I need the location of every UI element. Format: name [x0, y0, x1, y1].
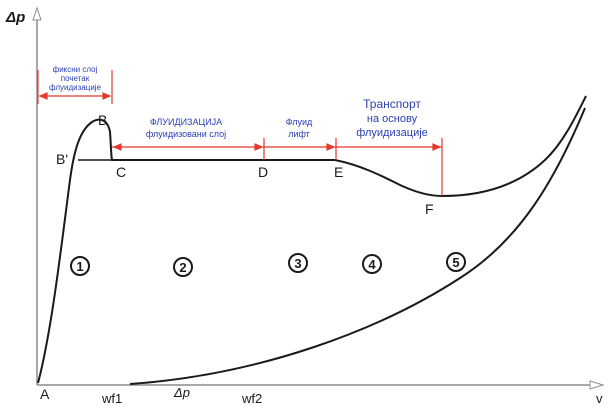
region-1-label-line1: фиксни слој: [53, 65, 98, 74]
region-markers: [37, 70, 443, 196]
region-number-4-text: 4: [368, 257, 376, 272]
region-3-arrowhead-right: [326, 143, 336, 151]
region-2-label-line1: ФЛУИДИЗАЦИЈА: [150, 117, 222, 127]
wf2-label: wf2: [241, 391, 262, 406]
region-4-label-line1: Транспорт: [363, 97, 421, 111]
region-1-label-line2: почетак: [61, 74, 90, 83]
region-number-3: 3: [288, 253, 308, 273]
y-axis-arrow: [32, 6, 42, 21]
region-3-label-line1: Флуид: [286, 117, 313, 127]
region-number-2-text: 2: [179, 260, 186, 275]
region-1-arrowhead-right: [102, 92, 112, 100]
minimum-fluidization-curve: [129, 107, 586, 385]
region-4-label-line3: флуидизације: [356, 127, 428, 139]
wf1-label: wf1: [101, 391, 122, 406]
y-axis-label: Δp: [5, 9, 25, 26]
region-number-3-text: 3: [294, 256, 301, 271]
point-e-label: E: [334, 164, 343, 180]
region-2-label-line2: флуидизовани слој: [146, 129, 226, 139]
region-4-label-line2: на основу: [367, 113, 418, 125]
dp-label: Δp: [173, 385, 190, 400]
region-4-arrowhead-right: [432, 143, 442, 151]
region-number-5-text: 5: [452, 255, 459, 270]
point-f-label: F: [425, 201, 434, 217]
region-3-label-line2: лифт: [288, 129, 310, 139]
region-2-arrowhead-right: [254, 143, 264, 151]
point-a-label: A: [40, 386, 50, 402]
x-axis-label: v: [596, 391, 603, 406]
region-number-1: 1: [70, 256, 90, 276]
region-number-4: 4: [362, 254, 382, 274]
axes: [32, 6, 605, 390]
point-d-label: D: [258, 164, 268, 180]
point-b-label: B: [98, 112, 107, 128]
region-number-5: 5: [446, 252, 466, 272]
point-b-prime-label: B': [56, 151, 68, 167]
region-1-label-line3: флуидизације: [49, 83, 102, 92]
point-c-label: C: [116, 164, 126, 180]
x-axis-arrow: [589, 380, 605, 390]
region-number-1-text: 1: [76, 259, 83, 274]
region-2-arrowhead-left: [112, 143, 122, 151]
region-number-2: 2: [173, 257, 193, 277]
pressure-drop-curve: [37, 95, 587, 384]
region-1-arrowhead-left: [38, 92, 48, 100]
